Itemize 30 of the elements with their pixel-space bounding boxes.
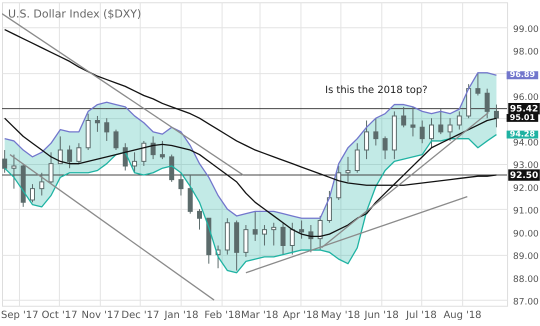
x-tick-label: Jan '18: [163, 310, 198, 322]
y-tick-label: 94.00: [513, 138, 540, 148]
ref-line-label: 92.50: [510, 171, 538, 182]
annotation: 95.01: [510, 112, 536, 122]
x-tick-label: Nov '17: [82, 310, 120, 322]
y-tick-label: 91.00: [513, 206, 540, 217]
x-tick-label: Aug '18: [443, 310, 482, 322]
y-tick-label: 92.00: [513, 184, 540, 194]
y-tick-label: 87.00: [513, 298, 540, 308]
x-tick-label: Dec '17: [121, 310, 160, 322]
y-tick-label: 96.00: [513, 92, 540, 103]
y-tick-label: 98.00: [513, 48, 540, 58]
annotation: Is this the 2018 top?: [325, 85, 428, 96]
x-tick-label: Oct '17: [42, 310, 78, 322]
y-tick-label: 90.00: [513, 229, 540, 240]
x-tick-label: Mar '18: [240, 310, 278, 322]
x-tick-label: Jun '18: [364, 310, 399, 322]
x-tick-label: Feb '18: [204, 310, 241, 322]
y-tick-label: 89.00: [513, 252, 540, 262]
y-tick-label: 99.00: [513, 24, 540, 35]
x-tick-label: May '18: [320, 310, 360, 322]
x-tick-label: Apr '18: [282, 310, 319, 322]
annotation: 94.28: [510, 130, 536, 139]
y-tick-label: 93.00: [513, 161, 540, 172]
ref-line-label: 95.42: [510, 104, 538, 115]
annotation: 96.89: [510, 70, 536, 80]
x-tick-label: Sep '17: [1, 310, 38, 322]
x-tick-label: Jul '18: [405, 310, 437, 322]
y-tick-label: 88.00: [513, 274, 540, 285]
chart-title: U.S. Dollar Index ($DXY): [8, 7, 142, 20]
